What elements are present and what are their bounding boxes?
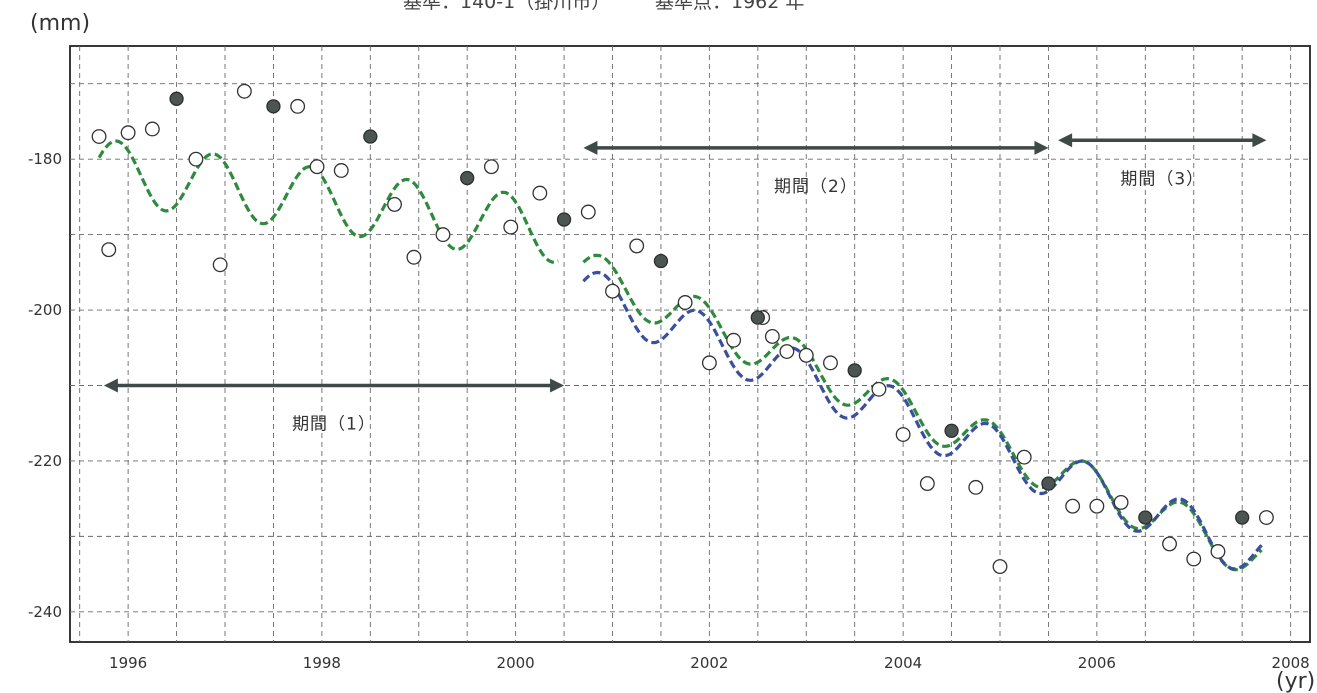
x-axis-unit: (yr) <box>1276 669 1315 693</box>
data-point-open <box>120 125 136 141</box>
fit-curves <box>97 139 1263 572</box>
data-point-filled <box>653 253 669 269</box>
data-point-open <box>435 227 451 243</box>
data-point-open <box>532 185 548 201</box>
data-point-open <box>236 83 252 99</box>
data-point-filled <box>1041 476 1056 491</box>
y-tick-label: -200 <box>28 301 62 319</box>
data-point-open <box>290 98 306 114</box>
fit-curve-3 <box>582 270 1263 571</box>
data-point-open <box>823 355 838 371</box>
period-arrowhead-left <box>583 140 598 155</box>
x-tick-label: 2006 <box>1078 654 1116 672</box>
period-arrowhead-right <box>1034 140 1049 155</box>
y-tick-label: -220 <box>28 452 62 470</box>
data-point-open <box>212 257 228 273</box>
x-tick-label: 1996 <box>109 654 147 672</box>
data-points <box>91 83 1274 575</box>
data-point-filled <box>1235 510 1250 525</box>
data-point-open <box>629 238 645 254</box>
period-arrows: 期間（1） 期間（2） 期間（3） <box>103 133 1267 434</box>
y-tick-label: -240 <box>28 603 62 621</box>
data-point-open <box>701 355 717 371</box>
data-point-open <box>387 196 402 212</box>
data-point-open <box>871 381 887 397</box>
x-tick-label: 1998 <box>303 654 341 672</box>
grid <box>70 46 1310 642</box>
period-label: 期間（2） <box>774 177 858 197</box>
y-tick-label: -180 <box>28 150 62 168</box>
data-point-open <box>580 204 596 220</box>
data-point-open <box>968 479 984 495</box>
data-point-open <box>895 427 911 442</box>
data-point-open <box>101 242 117 258</box>
axis-ticks: 1996 1998 2000 2002 2004 2006 2008 -180 -200 -220… <box>28 150 1310 672</box>
period-arrowhead-left <box>1058 133 1073 148</box>
data-point-open <box>406 249 422 265</box>
period-arrowhead-right <box>550 378 565 393</box>
data-point-open <box>188 151 204 167</box>
data-point-open <box>333 163 349 178</box>
x-tick-label: 2002 <box>690 654 728 672</box>
data-point-open <box>1065 498 1081 514</box>
data-point-open <box>91 129 107 144</box>
data-point-open <box>764 329 780 344</box>
data-point-open <box>992 559 1008 575</box>
data-point-open <box>779 344 795 359</box>
data-point-filled <box>1138 510 1153 525</box>
y-axis-unit: (mm) <box>30 11 90 36</box>
data-point-open <box>1162 536 1177 552</box>
x-tick-label: 2004 <box>884 654 922 672</box>
data-point-open <box>798 347 814 363</box>
data-point-open <box>677 295 693 310</box>
data-point-filled <box>169 91 184 106</box>
data-point-filled <box>556 212 572 227</box>
data-point-filled <box>847 363 862 378</box>
data-point-filled <box>460 170 475 186</box>
data-point-filled <box>750 310 765 325</box>
data-point-open <box>1210 544 1226 559</box>
data-point-filled <box>266 99 281 114</box>
period-arrowhead-right <box>1252 133 1267 148</box>
x-tick-label: 2000 <box>497 654 535 672</box>
data-point-open <box>309 159 325 175</box>
data-point-filled <box>944 423 959 438</box>
data-point-open <box>1258 510 1274 525</box>
period-arrowhead-left <box>103 378 118 393</box>
data-point-open <box>919 476 935 492</box>
x-tick-label: 2008 <box>1272 654 1310 672</box>
data-point-open <box>1186 551 1202 567</box>
plot-frame <box>69 45 1311 643</box>
data-point-open <box>605 283 620 299</box>
data-point-filled <box>363 129 378 144</box>
data-point-open <box>1089 498 1105 514</box>
data-point-open <box>1113 494 1129 510</box>
chart-header-station: 基準：140-1（掛川市） <box>403 0 610 13</box>
fit-curve-1 <box>97 139 559 264</box>
period-label: 期間（3） <box>1120 169 1204 189</box>
period-label: 期間（1） <box>292 414 376 434</box>
data-point-open <box>503 219 519 235</box>
chart-header-reference: 基準点：1962 年 <box>655 0 804 13</box>
data-point-open <box>1016 449 1032 465</box>
data-point-open <box>144 121 160 137</box>
data-point-open <box>483 159 499 175</box>
data-point-open <box>726 332 742 348</box>
